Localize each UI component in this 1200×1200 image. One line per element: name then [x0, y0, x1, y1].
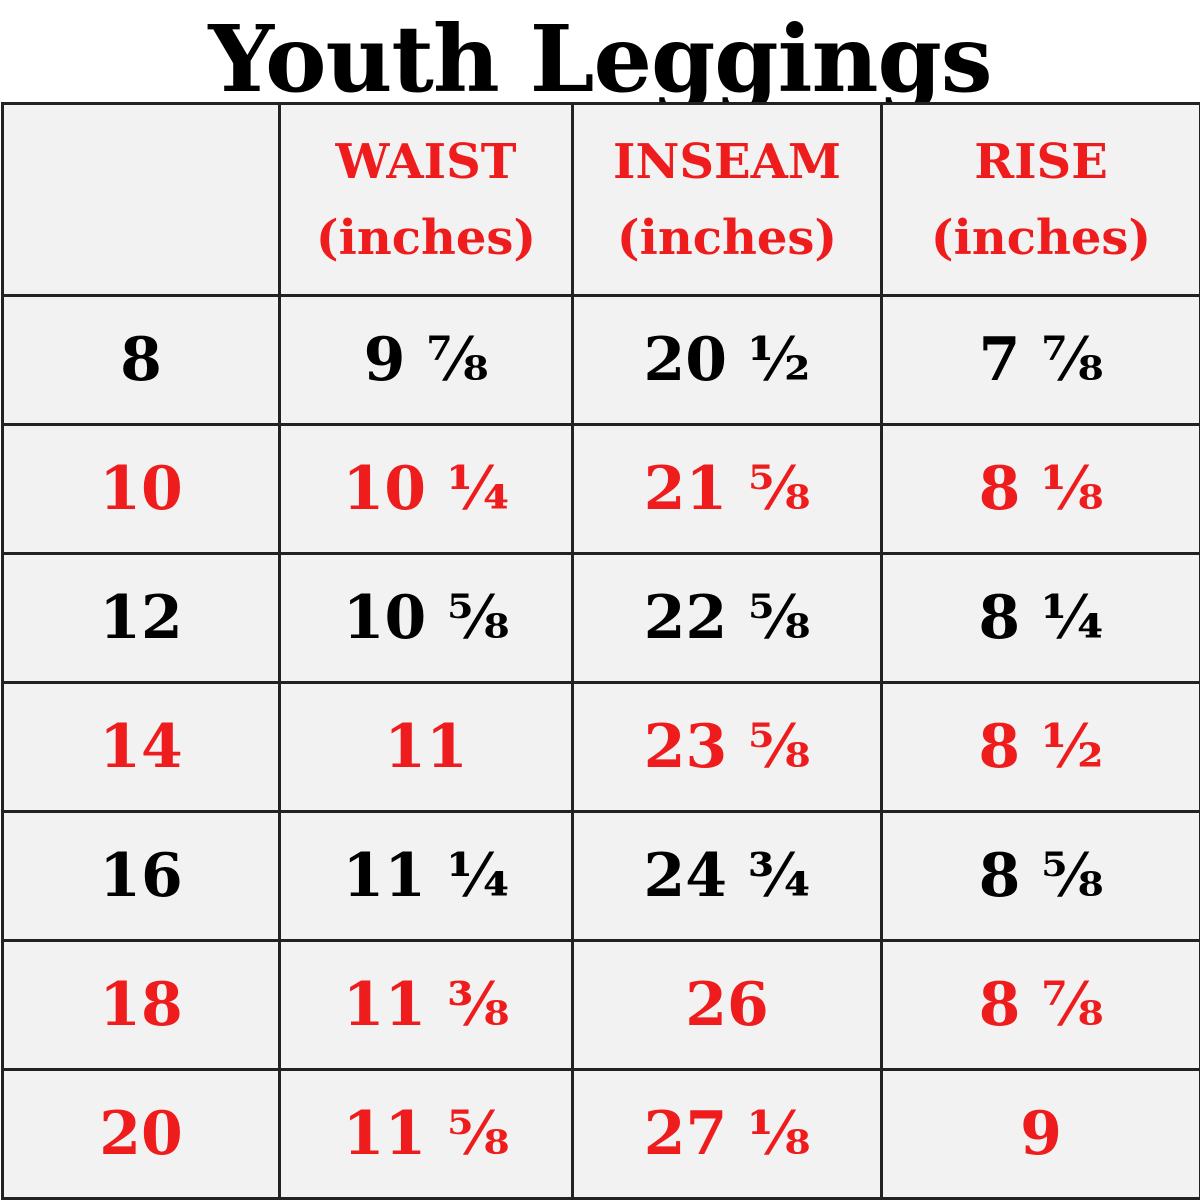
- waist-cell: 10 ¼: [278, 423, 574, 555]
- size-cell: 12: [1, 552, 281, 684]
- table-row: 16 11 ¼ 24 ¾ 8 ⅝: [1, 810, 1200, 942]
- header-label-waist: WAIST: [335, 133, 517, 190]
- size-cell: 20: [1, 1068, 281, 1200]
- waist-cell: 10 ⅝: [278, 552, 574, 684]
- inseam-cell: 26: [571, 939, 883, 1071]
- size-cell: 16: [1, 810, 281, 942]
- table-row: 20 11 ⅝ 27 ⅛ 9: [1, 1068, 1200, 1200]
- inseam-cell: 22 ⅝: [571, 552, 883, 684]
- rise-cell: 7 ⅞: [880, 294, 1200, 426]
- header-cell-waist: WAIST (inches): [278, 102, 574, 297]
- header-unit-waist: (inches): [315, 209, 537, 266]
- size-cell: 10: [1, 423, 281, 555]
- size-cell: 14: [1, 681, 281, 813]
- size-chart-table: WAIST (inches) INSEAM (inches) RISE (inc…: [1, 102, 1200, 1200]
- rise-cell: 8 ⅞: [880, 939, 1200, 1071]
- table-row: 8 9 ⅞ 20 ½ 7 ⅞: [1, 294, 1200, 426]
- rise-cell: 8 ¼: [880, 552, 1200, 684]
- table-row: 12 10 ⅝ 22 ⅝ 8 ¼: [1, 552, 1200, 684]
- table-row: 18 11 ⅜ 26 8 ⅞: [1, 939, 1200, 1071]
- header-cell-rise: RISE (inches): [880, 102, 1200, 297]
- header-label-rise: RISE: [974, 133, 1108, 190]
- waist-cell: 11 ¼: [278, 810, 574, 942]
- rise-cell: 8 ½: [880, 681, 1200, 813]
- waist-cell: 11 ⅜: [278, 939, 574, 1071]
- table-row: 10 10 ¼ 21 ⅝ 8 ⅛: [1, 423, 1200, 555]
- waist-cell: 11 ⅝: [278, 1068, 574, 1200]
- header-label-inseam: INSEAM: [613, 133, 841, 190]
- waist-cell: 9 ⅞: [278, 294, 574, 426]
- size-cell: 18: [1, 939, 281, 1071]
- rise-cell: 8 ⅛: [880, 423, 1200, 555]
- rise-cell: 9: [880, 1068, 1200, 1200]
- page-title: Youth Leggings: [208, 5, 992, 113]
- header-unit-inseam: (inches): [616, 209, 838, 266]
- inseam-cell: 27 ⅛: [571, 1068, 883, 1200]
- inseam-cell: 21 ⅝: [571, 423, 883, 555]
- rise-cell: 8 ⅝: [880, 810, 1200, 942]
- waist-cell: 11: [278, 681, 574, 813]
- header-cell-size: [1, 102, 281, 297]
- inseam-cell: 24 ¾: [571, 810, 883, 942]
- inseam-cell: 20 ½: [571, 294, 883, 426]
- header-row: WAIST (inches) INSEAM (inches) RISE (inc…: [1, 102, 1200, 297]
- table-row: 14 11 23 ⅝ 8 ½: [1, 681, 1200, 813]
- inseam-cell: 23 ⅝: [571, 681, 883, 813]
- size-cell: 8: [1, 294, 281, 426]
- header-cell-inseam: INSEAM (inches): [571, 102, 883, 297]
- header-unit-rise: (inches): [930, 209, 1152, 266]
